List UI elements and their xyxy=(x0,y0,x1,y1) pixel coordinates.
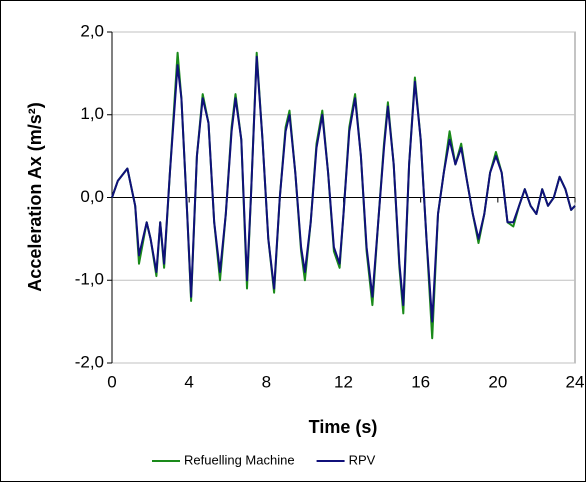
y-axis-label: Acceleration Ax (m/s²) xyxy=(25,102,45,291)
x-tick-label: 20 xyxy=(488,372,507,391)
x-tick-label: 12 xyxy=(334,372,353,391)
x-tick-label: 4 xyxy=(184,372,193,391)
x-axis-label: Time (s) xyxy=(309,417,378,437)
y-tick-label: 0,0 xyxy=(80,187,104,206)
x-tick-label: 0 xyxy=(107,372,116,391)
x-tick-label: 8 xyxy=(262,372,271,391)
y-tick-label: -2,0 xyxy=(75,352,104,371)
legend-label: Refuelling Machine xyxy=(184,452,295,467)
legend-label: RPV xyxy=(349,452,376,467)
y-tick-label: 2,0 xyxy=(80,21,104,40)
y-tick-label: 1,0 xyxy=(80,104,104,123)
x-tick-label: 24 xyxy=(566,372,585,391)
x-tick-label: 16 xyxy=(411,372,430,391)
y-tick-label: -1,0 xyxy=(75,270,104,289)
series-line xyxy=(111,55,576,323)
